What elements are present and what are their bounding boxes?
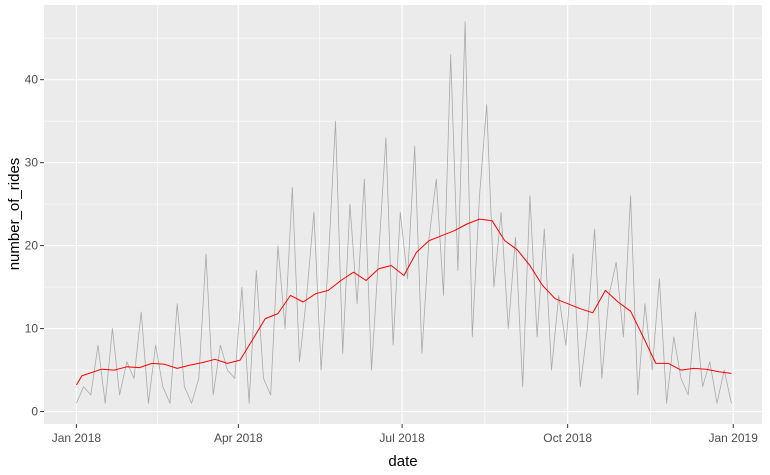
series-layer <box>75 21 732 404</box>
x-tick-label: Jul 2018 <box>379 431 425 445</box>
y-axis-title: number_of_rides <box>6 158 23 271</box>
x-tick-label: Apr 2018 <box>214 431 263 445</box>
x-axis: Jan 2018 Apr 2018 Jul 2018 Oct 2018 Jan 2019 <box>52 424 759 445</box>
y-axis: 0 10 20 30 40 <box>25 73 44 419</box>
major-gridlines <box>44 5 762 424</box>
minor-gridlines <box>44 5 762 424</box>
y-tick-label: 20 <box>25 239 39 253</box>
y-tick-label: 30 <box>25 156 39 170</box>
plot-panel <box>44 5 762 424</box>
x-tick-label: Jan 2019 <box>709 431 759 445</box>
daily-rides-line <box>76 21 732 404</box>
x-axis-title: date <box>388 453 417 470</box>
y-tick-label: 10 <box>25 322 39 336</box>
y-tick-label: 0 <box>31 405 38 419</box>
y-tick-label: 40 <box>25 73 39 87</box>
x-tick-label: Oct 2018 <box>543 431 592 445</box>
rolling-average-line <box>75 218 732 386</box>
x-tick-label: Jan 2018 <box>52 431 102 445</box>
